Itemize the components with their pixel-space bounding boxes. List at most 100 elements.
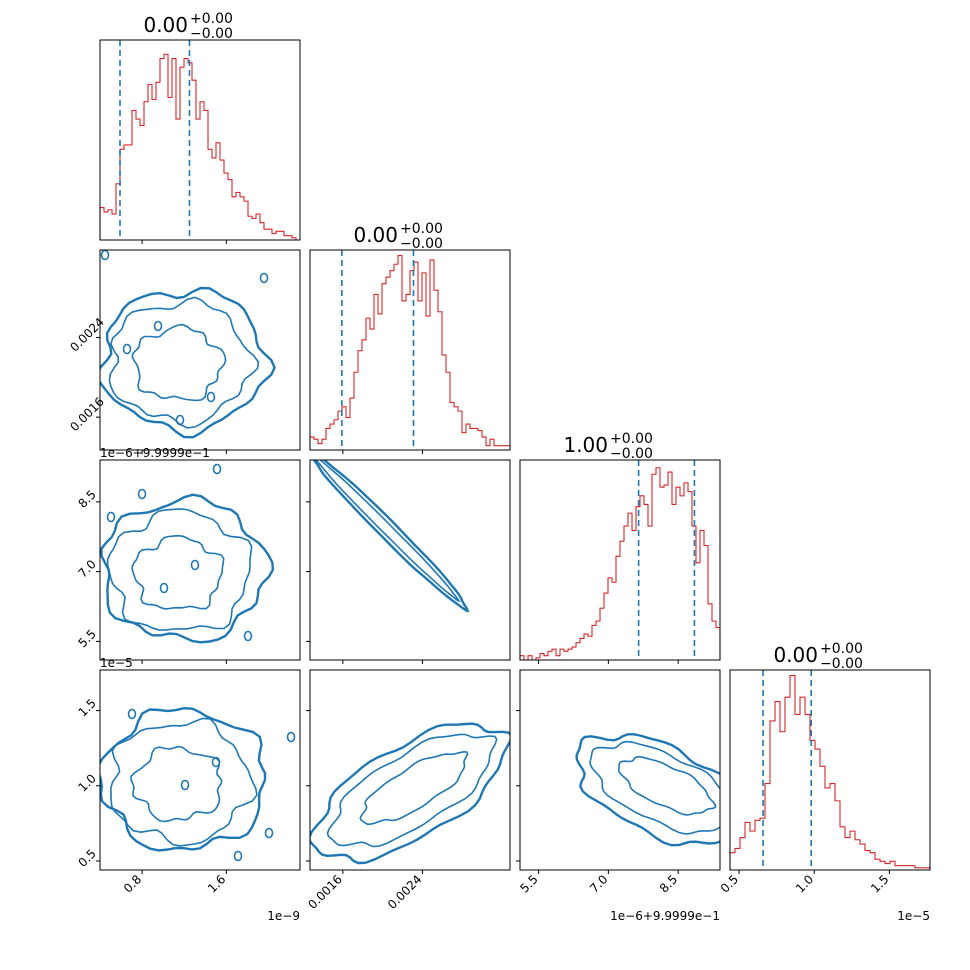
histogram-panel-1: 0.00 +0.00−0.00 — [309, 221, 511, 451]
contour-panel-2-0 — [99, 459, 301, 661]
panel-title-plus-2: +0.00 — [610, 431, 653, 447]
contour-island — [212, 463, 222, 475]
contour-island — [211, 756, 221, 768]
x-tick-label: 1.0 — [793, 872, 816, 895]
contour-island — [127, 708, 137, 720]
x-ticks-2-2 — [538, 660, 679, 664]
panel-title-minus-0: −0.00 — [190, 26, 233, 42]
x-ticks-1-0 — [141, 450, 227, 454]
contour-island — [286, 731, 296, 743]
histogram-steps-0 — [99, 53, 300, 241]
panel-title-minus-3: −0.00 — [820, 656, 863, 672]
contour-panel-3-0 — [99, 669, 301, 871]
x-ticks-3-2: 5.5 7.0 8.5 1e−6+9.9999e−1 — [517, 870, 720, 923]
x-ticks-0-0 — [141, 240, 227, 244]
histogram-steps-2 — [519, 467, 721, 661]
x-tick-label: 0.5 — [718, 872, 741, 895]
histogram-steps-1 — [309, 255, 511, 450]
y-tick-label: 8.5 — [75, 487, 98, 510]
y-ticks-1-0: 0.0016 0.0024 — [67, 315, 107, 434]
x-offset-text-0: 1e−9 — [267, 909, 300, 923]
histogram-frame-3 — [729, 669, 931, 871]
contour-island — [264, 827, 274, 839]
panel-title-plus-0: +0.00 — [190, 11, 233, 27]
contour-island — [259, 272, 269, 284]
contour-island — [206, 391, 216, 403]
contour-island — [180, 779, 190, 791]
contour-island — [106, 511, 116, 523]
contour-middle — [106, 508, 253, 631]
x-tick-label: 5.5 — [517, 872, 540, 895]
y-ticks-3-2 — [516, 710, 520, 862]
contour-island — [159, 582, 169, 594]
contour-outer — [310, 722, 510, 865]
contour-panel-1-0 — [99, 249, 301, 451]
contour-inner — [617, 755, 717, 816]
contour-inner — [131, 534, 225, 610]
contour-inner — [130, 745, 223, 823]
panel-title-minus-2: −0.00 — [610, 446, 653, 462]
contour-island — [243, 630, 253, 642]
contour-panel-2-1 — [309, 459, 511, 661]
y-tick-label: 7.0 — [75, 557, 98, 580]
x-tick-label: 0.8 — [121, 872, 144, 895]
x-tick-label: 7.0 — [587, 872, 610, 895]
y-tick-label: 1.0 — [75, 771, 98, 794]
x-tick-label: 8.5 — [657, 872, 680, 895]
panel-title-value-3: 0.00 — [773, 643, 818, 667]
histogram-frame-1 — [309, 249, 511, 451]
panels-layer: 0.00 +0.00−0.000.00 +0.00−0.001.00 +0.00−0.… — [67, 11, 931, 923]
contour-island — [100, 250, 110, 261]
contour-lines-3-1 — [310, 722, 510, 865]
contour-outer — [100, 706, 267, 852]
contour-island — [175, 414, 185, 426]
contour-island — [137, 488, 147, 500]
histogram-steps-3 — [729, 675, 931, 870]
contour-island — [233, 850, 243, 862]
x-ticks-3-1: 0.0016 0.0024 — [305, 870, 425, 912]
contour-frame-1-0 — [99, 249, 301, 451]
contour-inner — [315, 460, 461, 603]
y-tick-label: 0.0016 — [67, 395, 107, 435]
x-tick-label: 1.6 — [205, 872, 228, 895]
x-offset-text-3: 1e−5 — [897, 909, 930, 923]
contour-panel-3-1 — [309, 669, 511, 871]
y-tick-label: 1.5 — [75, 696, 98, 719]
x-ticks-2-1 — [342, 660, 423, 664]
contour-frame-2-0 — [99, 459, 301, 661]
y-offset-text-2: 1e−6+9.9999e−1 — [100, 446, 210, 460]
panel-title-plus-1: +0.00 — [400, 221, 443, 237]
y-ticks-3-0: 0.5 1.0 1.5 1e−5 — [75, 656, 132, 870]
contour-lines-3-2 — [575, 733, 720, 847]
contour-outer — [100, 286, 276, 439]
histogram-frame-0 — [99, 39, 301, 241]
y-offset-text-3: 1e−5 — [100, 656, 133, 670]
x-ticks-3-0: 0.8 1.6 1e−9 — [121, 870, 300, 923]
y-ticks-2-0: 5.5 7.0 8.5 1e−6+9.9999e−1 — [75, 446, 209, 650]
x-tick-label: 0.0024 — [385, 872, 425, 912]
x-ticks-3-3: 0.5 1.0 1.5 1e−5 — [718, 870, 930, 923]
contour-middle — [589, 740, 720, 835]
y-tick-label: 0.5 — [75, 846, 98, 869]
y-ticks-3-1 — [306, 710, 310, 862]
contour-middle — [108, 296, 260, 429]
histogram-panel-3: 0.00 +0.00−0.00 — [729, 641, 931, 871]
contour-lines-3-0 — [100, 706, 296, 862]
contour-lines-1-0 — [100, 250, 276, 439]
contour-island — [122, 343, 132, 355]
contour-lines-2-0 — [100, 463, 275, 644]
contour-lines-2-1 — [312, 460, 470, 613]
contour-island — [190, 559, 200, 571]
x-ticks-1-1 — [342, 450, 423, 454]
contour-panel-3-2 — [519, 669, 721, 871]
contour-frame-3-1 — [309, 669, 511, 871]
contour-frame-3-0 — [99, 669, 301, 871]
contour-frame-3-2 — [519, 669, 721, 871]
x-tick-label: 1.5 — [868, 872, 891, 895]
histogram-panel-2: 1.00 +0.00−0.00 — [519, 431, 721, 661]
histogram-panel-0: 0.00 +0.00−0.00 — [99, 11, 301, 241]
y-ticks-2-1 — [306, 501, 310, 642]
y-tick-label: 5.5 — [75, 627, 98, 650]
contour-frame-2-1 — [309, 459, 511, 661]
